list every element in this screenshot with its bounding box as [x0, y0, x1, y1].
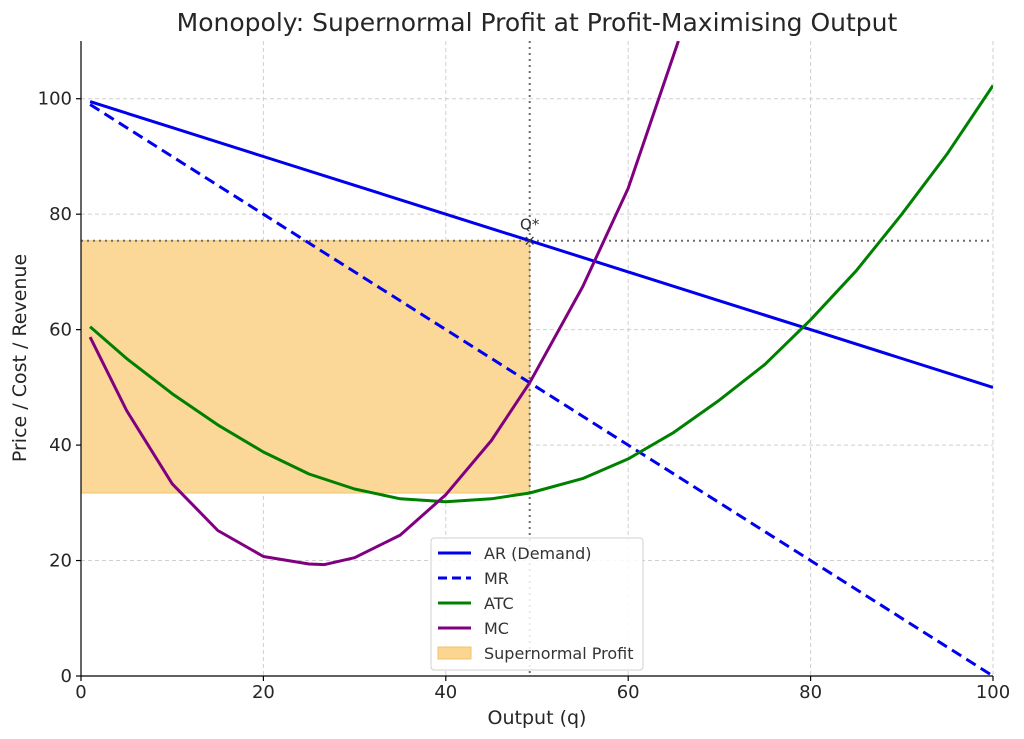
- legend-items: AR (Demand) MR ATC MC Supernormal Profit: [437, 544, 633, 663]
- y-tick-label: 20: [49, 551, 72, 572]
- series-ar-demand: [89, 100, 993, 389]
- x-tick-label: 0: [75, 682, 86, 703]
- q-star-marker: ×: [523, 232, 536, 250]
- annotations: ×Q*: [520, 216, 540, 250]
- x-tick-label: 80: [799, 682, 822, 703]
- y-tick-label: 40: [49, 435, 72, 456]
- y-tick-label: 100: [38, 89, 72, 110]
- legend: AR (Demand) MR ATC MC Supernormal Profit: [430, 537, 644, 671]
- profit-area: [80, 240, 531, 494]
- legend-label: Supernormal Profit: [484, 644, 633, 663]
- legend-label: ATC: [484, 594, 514, 613]
- legend-box: [430, 537, 644, 671]
- y-axis-label: Price / Cost / Revenue: [9, 254, 31, 462]
- chart-title: Monopoly: Supernormal Profit at Profit-M…: [177, 8, 898, 37]
- x-tick-label: 40: [434, 682, 457, 703]
- legend-label: AR (Demand): [484, 544, 591, 563]
- series-atc: [89, 84, 993, 504]
- y-tick-label: 80: [49, 204, 72, 225]
- legend-label: MC: [484, 619, 509, 638]
- q-star-label: Q*: [520, 216, 540, 234]
- y-ticks: 0 20 40 60 80 100: [38, 89, 81, 687]
- series-mc: [88, 41, 680, 567]
- y-tick-label: 0: [61, 666, 72, 687]
- x-tick-label: 20: [252, 682, 275, 703]
- x-axis-label: Output (q): [488, 707, 587, 729]
- axes: [80, 41, 993, 677]
- x-tick-label: 100: [976, 682, 1010, 703]
- legend-swatch: [437, 646, 472, 660]
- series-layer: [88, 41, 993, 676]
- x-ticks: 0 20 40 60 80 100: [75, 676, 1010, 703]
- profit-area-layer: [80, 240, 531, 494]
- x-tick-label: 60: [617, 682, 640, 703]
- y-tick-label: 60: [49, 320, 72, 341]
- legend-label: MR: [484, 569, 509, 588]
